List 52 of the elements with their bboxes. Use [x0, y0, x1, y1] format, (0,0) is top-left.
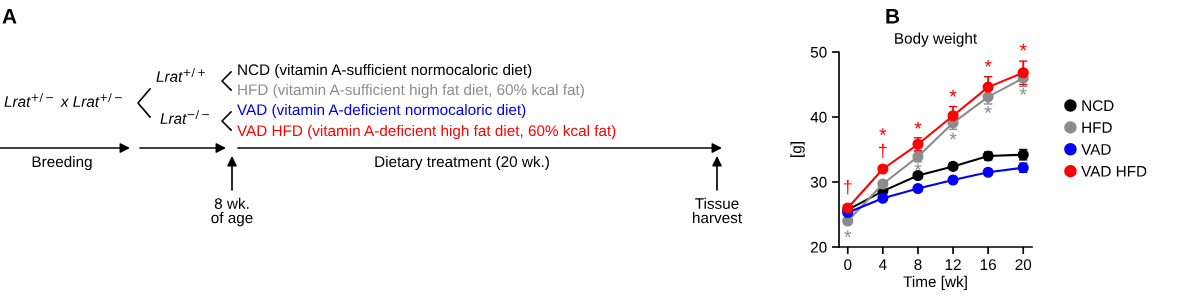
text: Breeding [32, 155, 92, 171]
x-tick-label: 8 [914, 259, 922, 271]
text: Lrat$^{+/−}$ x Lrat$^{+/−}$ [4, 93, 122, 107]
annotation: * [949, 89, 957, 97]
annotation: * [914, 163, 922, 171]
annotation: * [984, 106, 992, 113]
legend-label: VAD [1081, 144, 1111, 155]
annotation: * [914, 121, 922, 129]
text: Lrat$^{+/+}$ [156, 68, 205, 82]
y-tick-label: 30 [810, 176, 827, 188]
annotation: * [879, 128, 887, 135]
chart-title: Body weight [895, 32, 977, 47]
y-tick-label: 20 [810, 241, 827, 253]
point [912, 182, 924, 195]
x-axis-title: Time [wk] [903, 275, 967, 291]
point [912, 169, 924, 182]
annotation: † [843, 180, 852, 195]
x-tick-label: 4 [878, 259, 887, 270]
point [877, 178, 889, 190]
annotation: * [949, 132, 957, 140]
point [877, 192, 889, 204]
x-tick-label: 0 [844, 259, 852, 271]
text: VAD HFD (vitamin A-deficient high fat diet, 60% kcal fat) [237, 124, 616, 140]
y-tick-label: 40 [810, 111, 827, 123]
y-axis-title: [g] [790, 142, 805, 157]
annotation: * [1019, 43, 1027, 51]
x-tick-label: 16 [980, 259, 996, 271]
legend-label: NCD [1082, 100, 1114, 112]
point [982, 166, 994, 178]
legend-label: HFD [1082, 122, 1112, 133]
text: HFD (vitamin A-sufficient high fat diet, 60% kcal fat) [238, 83, 584, 99]
point [1017, 67, 1029, 79]
point [877, 163, 889, 175]
point [947, 174, 959, 186]
text: A [2, 9, 17, 24]
text: B [886, 9, 900, 24]
annotation: * [984, 59, 992, 67]
annotation: * [844, 230, 852, 238]
point [947, 110, 959, 122]
text: Dietary treatment (20 wk.) [375, 155, 549, 171]
x-tick-label: 12 [945, 259, 961, 270]
annotation: * [1019, 87, 1027, 95]
x-tick-label: 20 [1015, 259, 1032, 271]
point [982, 81, 994, 93]
text: Lrat$^{−/−}$ [160, 110, 209, 124]
text: NCD (vitamin A-sufficient normocaloric diet) [238, 63, 532, 79]
y-tick-label: 50 [810, 46, 827, 58]
text: VAD (vitamin A-deficient normocaloric diet) [237, 103, 526, 119]
legend-label: VAD HFD [1081, 166, 1147, 177]
annotation: † [879, 143, 887, 158]
text: 8 wk. of age [211, 197, 253, 227]
text: Tissue harvest [693, 197, 742, 224]
